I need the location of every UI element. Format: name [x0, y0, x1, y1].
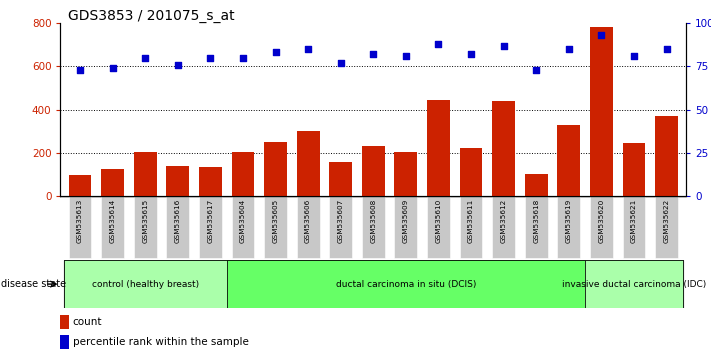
- Bar: [525, 174, 547, 196]
- Text: GDS3853 / 201075_s_at: GDS3853 / 201075_s_at: [68, 9, 234, 23]
- Bar: [101, 169, 124, 196]
- Text: GSM535606: GSM535606: [305, 198, 311, 242]
- FancyBboxPatch shape: [459, 196, 483, 258]
- Point: [107, 65, 118, 71]
- Point: [465, 51, 476, 57]
- FancyBboxPatch shape: [623, 196, 646, 258]
- FancyBboxPatch shape: [101, 196, 124, 258]
- FancyBboxPatch shape: [585, 260, 683, 308]
- Bar: [395, 152, 417, 196]
- Point: [172, 62, 183, 68]
- FancyBboxPatch shape: [264, 196, 287, 258]
- Bar: [60, 315, 70, 329]
- Bar: [427, 100, 450, 196]
- Text: GSM535622: GSM535622: [663, 198, 670, 242]
- Point: [400, 53, 412, 59]
- Point: [335, 60, 346, 66]
- Text: GSM535620: GSM535620: [599, 198, 604, 242]
- Point: [661, 46, 672, 52]
- Bar: [362, 145, 385, 196]
- Text: GSM535612: GSM535612: [501, 198, 507, 242]
- Point: [270, 50, 282, 55]
- Point: [368, 51, 379, 57]
- Bar: [199, 167, 222, 196]
- Point: [302, 46, 314, 52]
- Point: [596, 32, 607, 38]
- Point: [205, 55, 216, 61]
- FancyBboxPatch shape: [64, 260, 227, 308]
- FancyBboxPatch shape: [232, 196, 255, 258]
- FancyBboxPatch shape: [557, 196, 580, 258]
- Text: ductal carcinoma in situ (DCIS): ductal carcinoma in situ (DCIS): [336, 280, 476, 289]
- Point: [75, 67, 85, 73]
- FancyBboxPatch shape: [525, 196, 547, 258]
- Bar: [232, 152, 255, 196]
- Bar: [590, 27, 613, 196]
- Text: GSM535604: GSM535604: [240, 198, 246, 242]
- Text: count: count: [73, 318, 102, 327]
- Text: GSM535621: GSM535621: [631, 198, 637, 242]
- Bar: [264, 142, 287, 196]
- Bar: [60, 335, 70, 348]
- Bar: [492, 101, 515, 196]
- Bar: [329, 162, 352, 196]
- FancyBboxPatch shape: [655, 196, 678, 258]
- Point: [433, 41, 444, 47]
- Bar: [296, 131, 319, 196]
- Bar: [623, 143, 646, 196]
- Text: GSM535618: GSM535618: [533, 198, 539, 242]
- Text: GSM535619: GSM535619: [566, 198, 572, 242]
- Text: GSM535616: GSM535616: [175, 198, 181, 242]
- Bar: [459, 148, 483, 196]
- FancyBboxPatch shape: [492, 196, 515, 258]
- Point: [530, 67, 542, 73]
- Text: GSM535611: GSM535611: [468, 198, 474, 242]
- Text: GSM535605: GSM535605: [272, 198, 279, 242]
- Bar: [68, 175, 92, 196]
- FancyBboxPatch shape: [68, 196, 92, 258]
- FancyBboxPatch shape: [227, 260, 585, 308]
- Point: [563, 46, 574, 52]
- FancyBboxPatch shape: [199, 196, 222, 258]
- FancyBboxPatch shape: [427, 196, 450, 258]
- Bar: [134, 152, 156, 196]
- FancyBboxPatch shape: [395, 196, 417, 258]
- Text: percentile rank within the sample: percentile rank within the sample: [73, 337, 248, 347]
- FancyBboxPatch shape: [362, 196, 385, 258]
- Point: [139, 55, 151, 61]
- FancyBboxPatch shape: [134, 196, 156, 258]
- Text: GSM535607: GSM535607: [338, 198, 343, 242]
- FancyBboxPatch shape: [296, 196, 319, 258]
- Bar: [655, 116, 678, 196]
- Bar: [557, 125, 580, 196]
- FancyBboxPatch shape: [590, 196, 613, 258]
- Text: GSM535610: GSM535610: [435, 198, 442, 242]
- Point: [629, 53, 640, 59]
- FancyBboxPatch shape: [166, 196, 189, 258]
- FancyBboxPatch shape: [329, 196, 352, 258]
- Text: control (healthy breast): control (healthy breast): [92, 280, 199, 289]
- Text: GSM535615: GSM535615: [142, 198, 148, 242]
- Point: [498, 43, 509, 48]
- Text: GSM535614: GSM535614: [109, 198, 116, 242]
- Text: GSM535608: GSM535608: [370, 198, 376, 242]
- Text: GSM535613: GSM535613: [77, 198, 83, 242]
- Point: [237, 55, 249, 61]
- FancyBboxPatch shape: [64, 260, 683, 308]
- Text: GSM535617: GSM535617: [208, 198, 213, 242]
- Text: GSM535609: GSM535609: [403, 198, 409, 242]
- Text: invasive ductal carcinoma (IDC): invasive ductal carcinoma (IDC): [562, 280, 706, 289]
- Text: disease state: disease state: [1, 279, 66, 289]
- Bar: [166, 166, 189, 196]
